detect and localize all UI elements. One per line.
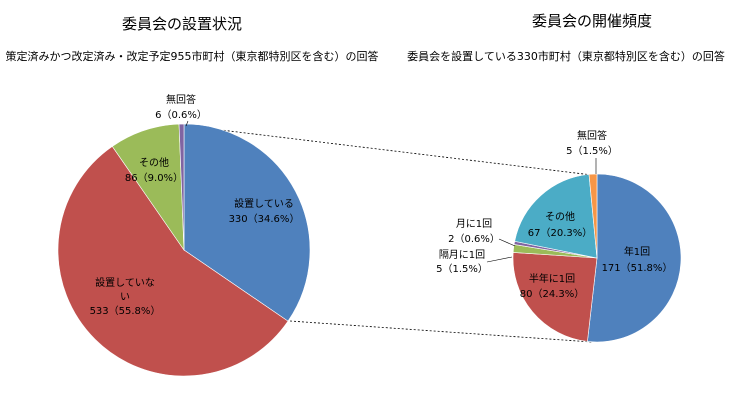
leader-line-tsuki-ikkai: [498, 238, 516, 247]
chart-1-title: 委員会の設置状況: [122, 15, 242, 33]
value-setchi-shiteiru: 330（34.6%）: [229, 213, 300, 225]
label-setchi-shiteinai: 設置していな: [95, 276, 155, 289]
chart-1-labels: 設置している 330（34.6%） 設置していな い 533（55.8%） その…: [90, 93, 300, 317]
pie-1-slice-1: [57, 145, 289, 377]
value-setchi-shiteinai: 533（55.8%）: [90, 305, 161, 317]
value-sonota-2: 67（20.3%）: [528, 227, 593, 239]
label-sonota-1: その他: [139, 156, 169, 169]
pie-2-slice-4: [514, 174, 598, 259]
leader-line-mukaitou-1: [185, 120, 189, 127]
connector-line-bottom: [289, 320, 593, 343]
pie-2-slice-1: [512, 252, 598, 342]
value-kakugetsu: 5（1.5%）: [436, 263, 488, 275]
label-mukaitou-2: 無回答: [577, 129, 607, 142]
value-mukaitou-2: 5（1.5%）: [566, 145, 618, 157]
label-tsuki-ikkai: 月に1回: [456, 218, 492, 230]
label-nen-ikkai: 年1回: [624, 245, 650, 258]
leader-line-kakugetsu: [486, 256, 513, 263]
pie-2-slice-5: [588, 173, 598, 259]
chart-1-subtitle: 策定済みかつ改定済み・改定予定955市町村（東京都特別区を含む）の回答: [6, 49, 379, 63]
label-setchi-shiteiru: 設置している: [234, 197, 294, 210]
chart-2-labels: 年1回 171（51.8%） 半年に1回 80（24.3%） 隔月に1回 5（1…: [436, 129, 672, 300]
value-sonota-1: 86（9.0%）: [125, 172, 183, 184]
pie-1-slice-0: [183, 123, 311, 322]
chart-2-title: 委員会の開催頻度: [532, 12, 652, 30]
label-kakugetsu: 隔月に1回: [439, 249, 485, 261]
label-setchi-shiteinai-line2: い: [120, 292, 130, 303]
pie-2-slice-0: [587, 173, 682, 343]
value-mukaitou-1: 6（0.6%）: [155, 109, 207, 121]
label-sonota-2: その他: [545, 210, 575, 223]
label-hantoshi: 半年に1回: [529, 272, 575, 285]
chart-2-subtitle: 委員会を設置している330市町村（東京都特別区を含む）の回答: [407, 49, 725, 63]
pie-1-slice-3: [178, 123, 185, 251]
value-tsuki-ikkai: 2（0.6%）: [448, 233, 500, 245]
value-nen-ikkai: 171（51.8%）: [602, 262, 673, 274]
pie-chart-1: [57, 123, 311, 377]
pie-chart-2: [512, 173, 682, 343]
value-hantoshi: 80（24.3%）: [520, 288, 585, 300]
label-mukaitou-1: 無回答: [166, 93, 196, 106]
